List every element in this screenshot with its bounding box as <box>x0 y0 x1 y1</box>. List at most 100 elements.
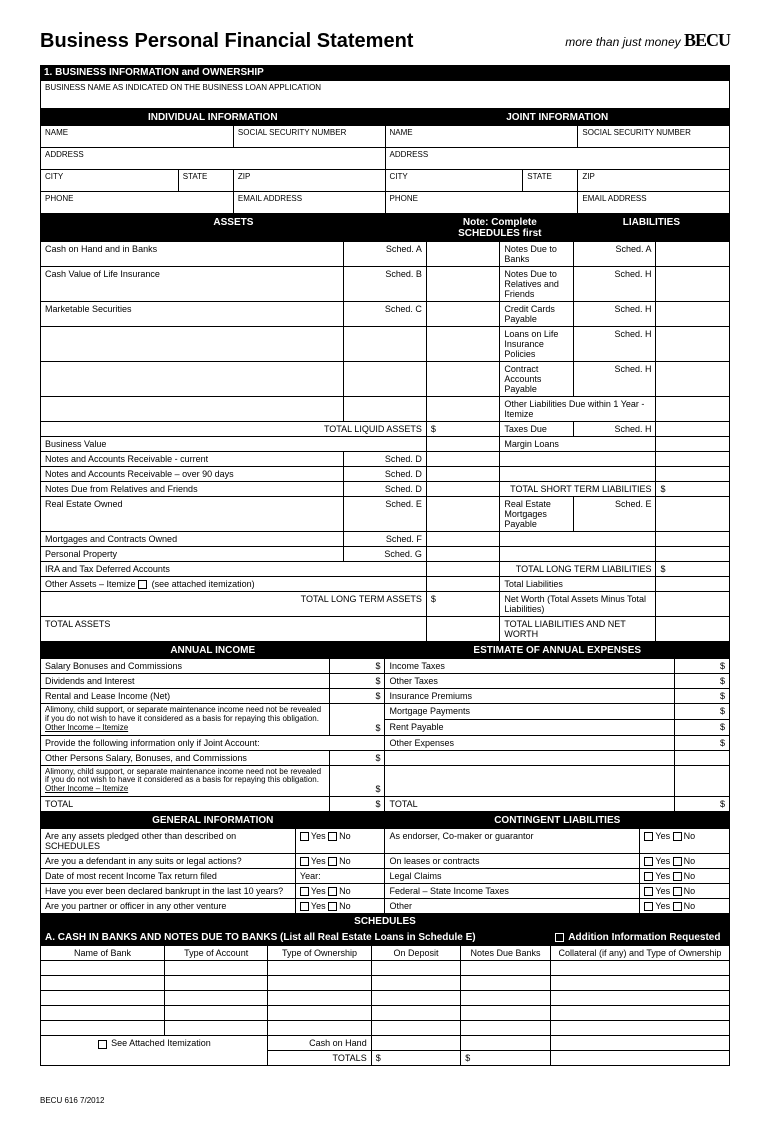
joint-zip-label[interactable]: ZIP <box>578 170 730 192</box>
q1-yn[interactable]: Yes No <box>295 828 385 853</box>
total-liquid-val[interactable]: $ <box>426 422 499 437</box>
blank[interactable] <box>656 452 730 467</box>
asset-life-val[interactable] <box>426 267 499 302</box>
row[interactable] <box>41 1021 165 1036</box>
row[interactable] <box>41 991 165 1006</box>
notes-rel-val[interactable] <box>426 482 499 497</box>
row[interactable] <box>41 976 165 991</box>
itemize-checkbox[interactable] <box>138 580 147 589</box>
os-val[interactable]: $ <box>330 750 385 765</box>
salary-val[interactable]: $ <box>330 659 385 674</box>
blank[interactable] <box>426 362 499 397</box>
schedules-note: Note: Complete SCHEDULES first <box>426 215 573 242</box>
remp-val[interactable] <box>656 497 730 532</box>
reo-val[interactable] <box>426 497 499 532</box>
c5-yn[interactable]: Yes No <box>640 899 730 914</box>
joint-phone-label[interactable]: PHONE <box>385 192 578 214</box>
q3-year[interactable]: Year: <box>295 869 385 884</box>
ind-state-label[interactable]: STATE <box>178 170 233 192</box>
blank[interactable] <box>656 532 730 547</box>
ind-zip-label[interactable]: ZIP <box>233 170 385 192</box>
oi-val[interactable]: $ <box>330 704 385 735</box>
blank[interactable] <box>656 467 730 482</box>
cont-hdr: CONTINGENT LIABILITIES <box>385 812 730 828</box>
totals-notes[interactable]: $ <box>461 1051 551 1066</box>
other-tax-val[interactable]: $ <box>674 674 729 689</box>
liab-notes-val[interactable] <box>656 242 730 267</box>
tlt-assets-val[interactable]: $ <box>426 592 499 617</box>
ind-phone-label[interactable]: PHONE <box>41 192 234 214</box>
tlnw-val[interactable] <box>656 617 730 642</box>
ind-address-label[interactable]: ADDRESS <box>41 148 386 170</box>
blank[interactable] <box>426 397 499 422</box>
q5-yn[interactable]: Yes No <box>295 899 385 914</box>
liab-cc-val[interactable] <box>656 302 730 327</box>
ta-val[interactable] <box>426 617 499 642</box>
joint-state-label[interactable]: STATE <box>523 170 578 192</box>
nar-c-val[interactable] <box>426 452 499 467</box>
ind-ssn-label[interactable]: SOCIAL SECURITY NUMBER <box>233 126 385 148</box>
sched-a-hdr: A. CASH IN BANKS AND NOTES DUE TO BANKS … <box>41 930 551 946</box>
sched-e2: Sched. E <box>573 497 656 532</box>
joint-ssn-label[interactable]: SOCIAL SECURITY NUMBER <box>578 126 730 148</box>
dividends: Dividends and Interest <box>41 674 330 689</box>
cash-val[interactable] <box>371 1036 461 1051</box>
blank[interactable] <box>674 765 729 796</box>
blank <box>385 765 674 796</box>
ind-email-label[interactable]: EMAIL ADDRESS <box>233 192 385 214</box>
biz-value-val[interactable] <box>426 437 499 452</box>
attached-check[interactable]: See Attached Itemization <box>41 1036 268 1066</box>
liab-tax-val[interactable] <box>656 422 730 437</box>
sched-a2: Sched. A <box>573 242 656 267</box>
nar-90-val[interactable] <box>426 467 499 482</box>
liab-contract-val[interactable] <box>656 362 730 397</box>
other-val[interactable] <box>426 577 499 592</box>
c3-yn[interactable]: Yes No <box>640 869 730 884</box>
blank[interactable] <box>674 750 729 765</box>
rental-val[interactable]: $ <box>330 689 385 704</box>
row[interactable] <box>41 1006 165 1021</box>
c2-yn[interactable]: Yes No <box>640 853 730 868</box>
joint-name-label[interactable]: NAME <box>385 126 578 148</box>
inc-tax-val[interactable]: $ <box>674 659 729 674</box>
blank[interactable] <box>656 547 730 562</box>
rent-val[interactable]: $ <box>674 719 729 735</box>
joint-city-label[interactable]: CITY <box>385 170 523 192</box>
q2-yn[interactable]: Yes No <box>295 853 385 868</box>
ira-val[interactable] <box>426 562 499 577</box>
liab-loans-val[interactable] <box>656 327 730 362</box>
page-header: Business Personal Financial Statement mo… <box>40 30 730 53</box>
blank <box>344 397 427 422</box>
q4-yn[interactable]: Yes No <box>295 884 385 899</box>
ind-city-label[interactable]: CITY <box>41 170 179 192</box>
liab-other-val[interactable] <box>656 397 730 422</box>
nw-val[interactable] <box>656 592 730 617</box>
joint-email-label[interactable]: EMAIL ADDRESS <box>578 192 730 214</box>
notes-rel: Notes Due from Relatives and Friends <box>41 482 344 497</box>
asset-sec-val[interactable] <box>426 302 499 327</box>
liab-rel-val[interactable] <box>656 267 730 302</box>
ins-val[interactable]: $ <box>674 689 729 704</box>
pp-val[interactable] <box>426 547 499 562</box>
tlt-liab-val[interactable]: $ <box>656 562 730 577</box>
c4-yn[interactable]: Yes No <box>640 884 730 899</box>
totals-dep[interactable]: $ <box>371 1051 461 1066</box>
total-liab-val[interactable] <box>656 577 730 592</box>
joint-address-label[interactable]: ADDRESS <box>385 148 730 170</box>
ind-name-label[interactable]: NAME <box>41 126 234 148</box>
ti-val[interactable]: $ <box>330 796 385 811</box>
te-val[interactable]: $ <box>674 796 729 811</box>
asset-cash-val[interactable] <box>426 242 499 267</box>
mort-val[interactable] <box>426 532 499 547</box>
mort-val[interactable]: $ <box>674 704 729 720</box>
oi2-val[interactable]: $ <box>330 765 385 796</box>
blank[interactable] <box>426 327 499 362</box>
liab-margin-val[interactable] <box>656 437 730 452</box>
oe-val[interactable]: $ <box>674 735 729 750</box>
c1-yn[interactable]: Yes No <box>640 828 730 853</box>
div-val[interactable]: $ <box>330 674 385 689</box>
sched-h: Sched. H <box>573 267 656 302</box>
row[interactable] <box>41 961 165 976</box>
sched-f: Sched. F <box>344 532 427 547</box>
tst-val[interactable]: $ <box>656 482 730 497</box>
